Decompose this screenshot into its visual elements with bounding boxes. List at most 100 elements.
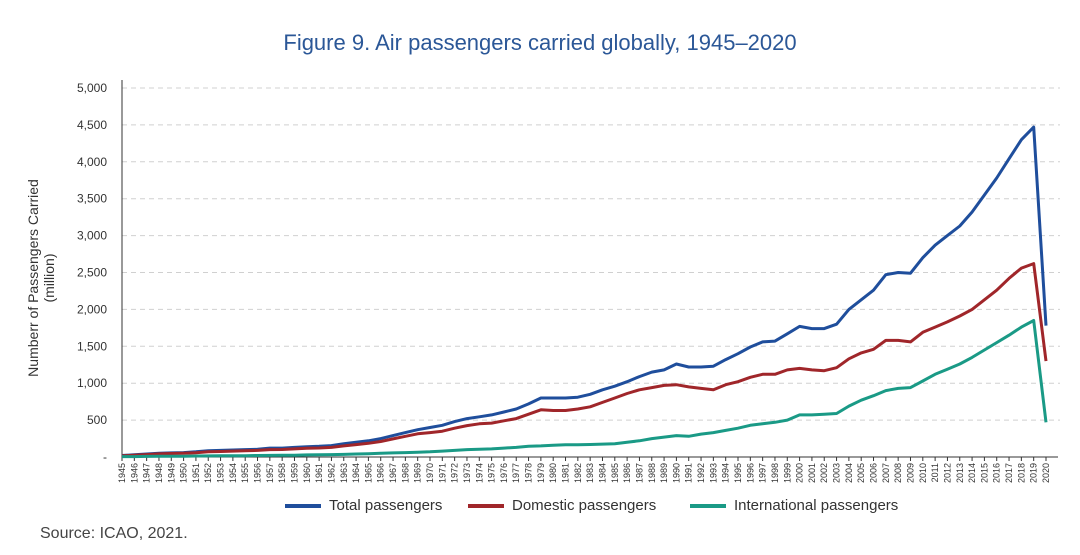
x-tick-label: 1965 — [363, 463, 373, 483]
x-tick-label: 1991 — [684, 463, 694, 483]
x-tick-label: 2008 — [893, 463, 903, 483]
x-tick-label: 1982 — [573, 463, 583, 483]
x-tick-label: 1984 — [597, 463, 607, 483]
x-tick-label: 1980 — [548, 463, 558, 483]
x-tick-label: 1971 — [437, 463, 447, 483]
x-tick-label: 1947 — [142, 463, 152, 483]
y-tick-label: 1,500 — [77, 339, 107, 353]
x-tick-label: 1993 — [708, 463, 718, 483]
x-tick-label: 1955 — [240, 463, 250, 483]
y-axis-label: (million) — [41, 254, 57, 303]
x-tick-label: 2003 — [832, 463, 842, 483]
x-tick-label: 1946 — [129, 463, 139, 483]
legend-swatch-domestic — [468, 503, 504, 508]
x-tick-label: 1962 — [326, 463, 336, 483]
legend-item-total: Total passengers — [285, 497, 442, 514]
legend-label-domestic: Domestic passengers — [512, 497, 657, 514]
x-tick-label: 1999 — [782, 463, 792, 483]
x-tick-label: 1972 — [450, 463, 460, 483]
x-tick-label: 1949 — [166, 463, 176, 483]
x-tick-label: 2010 — [918, 463, 928, 483]
x-tick-label: 1954 — [228, 463, 238, 483]
x-tick-label: 1986 — [622, 463, 632, 483]
x-tick-label: 1989 — [659, 463, 669, 483]
x-tick-label: 2016 — [992, 463, 1002, 483]
x-tick-label: 1974 — [474, 463, 484, 483]
x-tick-label: 1957 — [265, 463, 275, 483]
y-tick-label: 3,000 — [77, 229, 107, 243]
y-tick-label: 1,000 — [77, 376, 107, 390]
x-tick-label: 1988 — [647, 463, 657, 483]
legend-item-international: International passengers — [690, 497, 898, 514]
x-tick-label: 1992 — [696, 463, 706, 483]
x-tick-label: 2009 — [905, 463, 915, 483]
x-tick-label: 1996 — [745, 463, 755, 483]
x-tick-label: 2004 — [844, 463, 854, 483]
x-tick-label: 1977 — [511, 463, 521, 483]
x-tick-label: 1979 — [536, 463, 546, 483]
series-line-international — [122, 319, 1048, 459]
x-tick-label: 1948 — [154, 463, 164, 483]
x-tick-label: 1963 — [339, 463, 349, 483]
x-tick-label: 1953 — [216, 463, 226, 483]
x-tick-label: 1994 — [721, 463, 731, 483]
x-tick-label: 1981 — [561, 463, 571, 483]
legend-label-international: International passengers — [734, 497, 899, 514]
x-tick-label: 1987 — [634, 463, 644, 483]
x-tick-label: 1969 — [413, 463, 423, 483]
y-tick-label: 4,000 — [77, 155, 107, 169]
x-tick-label: 2006 — [869, 463, 879, 483]
y-tick-label: 5,000 — [77, 81, 107, 95]
x-tick-label: 2019 — [1029, 463, 1039, 483]
y-tick-label: 2,000 — [77, 302, 107, 316]
x-tick-label: 1968 — [400, 463, 410, 483]
y-tick-label: 2,500 — [77, 266, 107, 280]
y-axis-label: Numberr of Passengers Carried — [25, 179, 41, 377]
x-tick-label: 1951 — [191, 463, 201, 483]
x-tick-label: 2000 — [795, 463, 805, 483]
x-tick-label: 1956 — [253, 463, 263, 483]
x-tick-label: 1960 — [302, 463, 312, 483]
source-note: Source: ICAO, 2021. — [40, 525, 188, 542]
x-tick-label: 1961 — [314, 463, 324, 483]
x-tick-label: 1995 — [733, 463, 743, 483]
series-line-total — [121, 125, 1048, 457]
x-tick-label: 1970 — [425, 463, 435, 483]
x-tick-label: 1976 — [499, 463, 509, 483]
y-tick-label: 3,500 — [77, 192, 107, 206]
x-tick-label: 1966 — [376, 463, 386, 483]
x-tick-label: 2001 — [807, 463, 817, 483]
x-tick-label: 2005 — [856, 463, 866, 483]
x-tick-label: 2014 — [967, 463, 977, 483]
x-tick-label: 1975 — [487, 463, 497, 483]
legend-swatch-international — [690, 503, 726, 508]
x-tick-label: 1945 — [117, 463, 127, 483]
legend-label-total: Total passengers — [329, 497, 443, 514]
x-tick-label: 2002 — [819, 463, 829, 483]
x-tick-label: 2011 — [930, 463, 940, 482]
x-tick-label: 1973 — [462, 463, 472, 483]
x-tick-label: 1983 — [585, 463, 595, 483]
x-tick-label: 2007 — [881, 463, 891, 483]
x-tick-label: 1959 — [289, 463, 299, 483]
y-tick-label: - — [103, 450, 107, 464]
x-tick-label: 2017 — [1004, 463, 1014, 483]
x-tick-label: 1964 — [351, 463, 361, 483]
x-tick-label: 1950 — [179, 463, 189, 483]
x-tick-label: 1967 — [388, 463, 398, 483]
y-tick-label: 4,500 — [77, 118, 107, 132]
x-tick-label: 2020 — [1041, 463, 1051, 483]
x-tick-label: 1978 — [524, 463, 534, 483]
series-line-domestic — [121, 262, 1048, 458]
legend-swatch-total — [285, 503, 321, 508]
x-tick-label: 2012 — [942, 463, 952, 483]
chart-title: Figure 9. Air passengers carried globall… — [283, 30, 797, 55]
x-tick-label: 2018 — [1016, 463, 1026, 483]
x-tick-label: 1990 — [671, 463, 681, 483]
x-tick-label: 2015 — [979, 463, 989, 483]
x-tick-label: 1985 — [610, 463, 620, 483]
x-tick-label: 2013 — [955, 463, 965, 483]
legend-item-domestic: Domestic passengers — [468, 497, 656, 514]
